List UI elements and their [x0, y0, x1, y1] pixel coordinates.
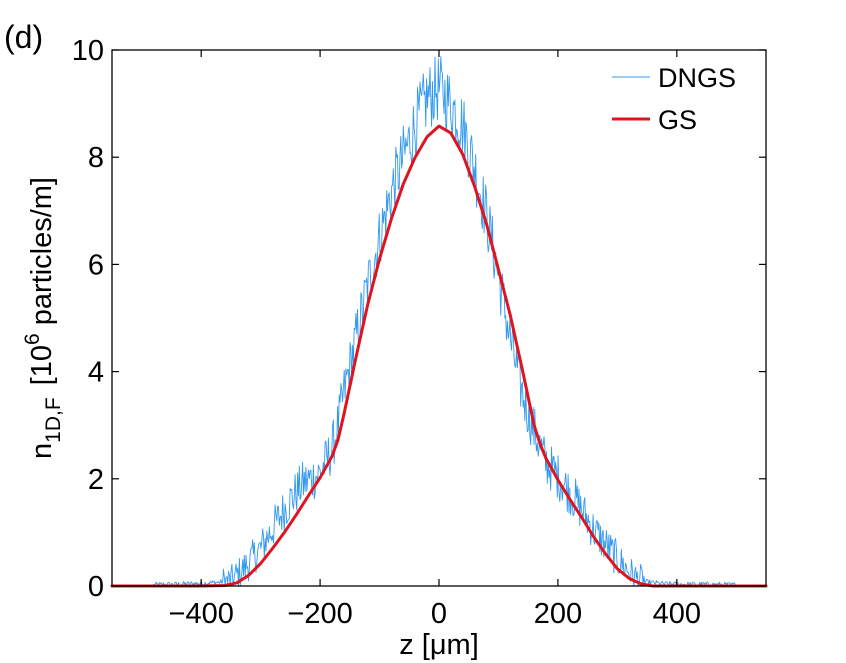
y-label-unit-exponent: 6 — [21, 333, 44, 345]
y-tick-label: 10 — [72, 35, 104, 67]
x-tick-label: 200 — [534, 598, 582, 630]
series-line-gs — [110, 124, 768, 588]
y-tick-label: 4 — [88, 357, 104, 389]
x-tick-label: 0 — [431, 598, 447, 630]
y-tick-label: 8 — [88, 142, 104, 174]
y-label-unit-prefix: [10 — [26, 345, 58, 385]
legend-label-gs: GS — [658, 105, 697, 135]
y-label-unit-suffix: particles/m] — [26, 177, 58, 333]
y-axis-label: n1D,F [106 particles/m] — [21, 177, 65, 459]
panel-label: (d) — [4, 19, 43, 55]
x-axis-label: z [μm] — [399, 629, 479, 661]
y-tick-label: 2 — [88, 464, 104, 496]
y-tick-label: 6 — [88, 249, 104, 281]
axes-box — [111, 49, 767, 587]
y-label-subscript: 1D,F — [42, 397, 65, 443]
y-tick-label: 0 — [88, 571, 104, 603]
x-tick-label: 400 — [653, 598, 701, 630]
y-label-main: n — [26, 443, 58, 459]
x-tick-label: −200 — [287, 598, 352, 630]
legend-label-dngs: DNGS — [658, 63, 736, 93]
legend: DNGS GS — [612, 63, 736, 135]
x-tick-label: −400 — [169, 598, 234, 630]
x-axis-ticks: −400 −200 0 200 400 — [169, 50, 701, 630]
